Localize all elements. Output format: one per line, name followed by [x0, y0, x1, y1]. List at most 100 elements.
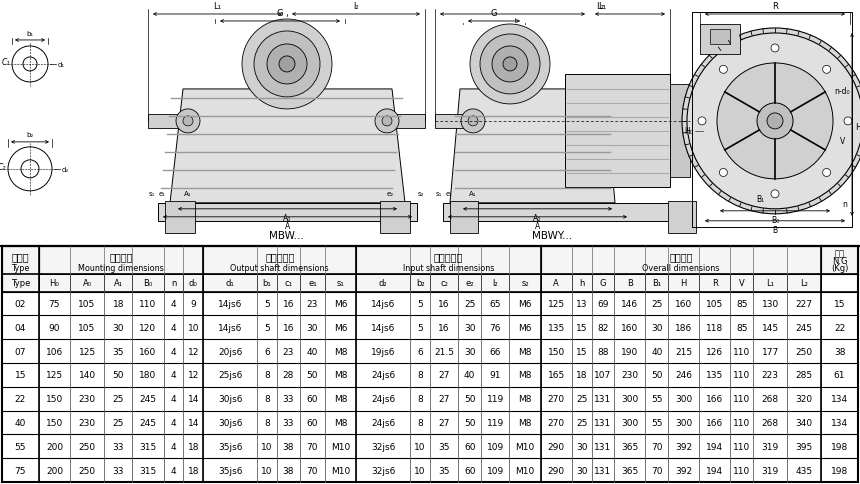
Text: d₂: d₂: [379, 279, 388, 288]
Text: 33: 33: [113, 442, 124, 451]
Text: 35: 35: [113, 347, 124, 356]
Text: 319: 319: [761, 466, 779, 475]
Text: 25: 25: [576, 418, 587, 427]
Bar: [39, 246, 203, 275]
Text: s₁: s₁: [436, 190, 442, 197]
Bar: [541, 275, 572, 292]
Text: 外形尺寸: 外形尺寸: [669, 251, 692, 261]
Text: 50: 50: [113, 371, 124, 379]
Text: 85: 85: [736, 323, 747, 332]
Circle shape: [461, 110, 485, 134]
Bar: [753, 316, 787, 339]
Text: L₁: L₁: [766, 279, 774, 288]
Text: 35: 35: [439, 466, 450, 475]
Text: 35js6: 35js6: [218, 466, 243, 475]
Bar: [730, 275, 753, 292]
Text: Type: Type: [10, 279, 30, 288]
Bar: [410, 363, 430, 387]
Text: 18: 18: [187, 466, 199, 475]
Bar: [277, 363, 299, 387]
Text: 25: 25: [576, 394, 587, 403]
Text: 8: 8: [417, 371, 423, 379]
Text: 16: 16: [439, 299, 450, 308]
Bar: [458, 411, 481, 435]
Text: 40: 40: [307, 347, 318, 356]
Text: B₁: B₁: [756, 195, 764, 204]
Text: 106: 106: [46, 347, 63, 356]
Text: 50: 50: [464, 418, 476, 427]
Circle shape: [717, 64, 833, 180]
Text: 125: 125: [78, 347, 95, 356]
Text: 24js6: 24js6: [372, 371, 396, 379]
Bar: [410, 292, 430, 316]
Text: 14js6: 14js6: [218, 323, 243, 332]
Text: 10: 10: [415, 466, 426, 475]
Bar: [132, 435, 163, 458]
Text: 177: 177: [761, 347, 779, 356]
Circle shape: [279, 57, 295, 73]
Text: 160: 160: [675, 299, 692, 308]
Bar: [668, 292, 699, 316]
Bar: [614, 411, 645, 435]
Bar: [163, 411, 183, 435]
Text: 268: 268: [762, 418, 778, 427]
Bar: [257, 316, 277, 339]
Text: b₂: b₂: [415, 279, 424, 288]
Bar: [699, 275, 730, 292]
Text: 135: 135: [548, 323, 565, 332]
Text: 5: 5: [417, 323, 423, 332]
Bar: [668, 411, 699, 435]
Bar: [2, 458, 39, 482]
Text: 30js6: 30js6: [218, 418, 243, 427]
Circle shape: [492, 47, 528, 83]
Bar: [668, 387, 699, 411]
Bar: [787, 411, 821, 435]
Text: 146: 146: [621, 299, 638, 308]
Text: 300: 300: [675, 418, 692, 427]
Text: 21.5: 21.5: [434, 347, 454, 356]
Bar: [2, 387, 39, 411]
Text: 315: 315: [139, 466, 157, 475]
Bar: [592, 339, 614, 363]
Bar: [787, 316, 821, 339]
Circle shape: [468, 117, 478, 127]
Text: G: G: [491, 9, 497, 18]
Text: 4: 4: [170, 371, 176, 379]
Bar: [277, 387, 299, 411]
Bar: [710, 30, 730, 45]
Text: 119: 119: [487, 418, 504, 427]
Text: 270: 270: [548, 418, 565, 427]
Text: 268: 268: [762, 394, 778, 403]
Text: 110: 110: [734, 347, 751, 356]
Bar: [614, 339, 645, 363]
Text: 230: 230: [78, 394, 95, 403]
Text: 110: 110: [734, 371, 751, 379]
Bar: [203, 458, 257, 482]
Bar: [753, 435, 787, 458]
Text: 246: 246: [675, 371, 692, 379]
Text: 35js6: 35js6: [218, 442, 243, 451]
Bar: [70, 458, 104, 482]
Text: e₁: e₁: [445, 190, 452, 197]
Text: 166: 166: [706, 394, 723, 403]
Text: 125: 125: [548, 299, 565, 308]
Text: 230: 230: [621, 371, 638, 379]
Text: 输入轴尺寸: 输入轴尺寸: [433, 251, 464, 261]
Bar: [2, 435, 39, 458]
Text: 27: 27: [439, 418, 450, 427]
Text: 55: 55: [651, 394, 662, 403]
Text: 38: 38: [834, 347, 845, 356]
Text: 198: 198: [831, 442, 848, 451]
Bar: [430, 458, 458, 482]
Text: M6: M6: [334, 299, 347, 308]
Bar: [699, 363, 730, 387]
Text: 109: 109: [487, 466, 504, 475]
Bar: [699, 458, 730, 482]
Text: H₀: H₀: [684, 127, 693, 136]
Bar: [163, 339, 183, 363]
Bar: [572, 339, 592, 363]
Text: M8: M8: [334, 418, 347, 427]
Text: 16: 16: [283, 323, 294, 332]
Circle shape: [719, 169, 728, 177]
Bar: [430, 292, 458, 316]
